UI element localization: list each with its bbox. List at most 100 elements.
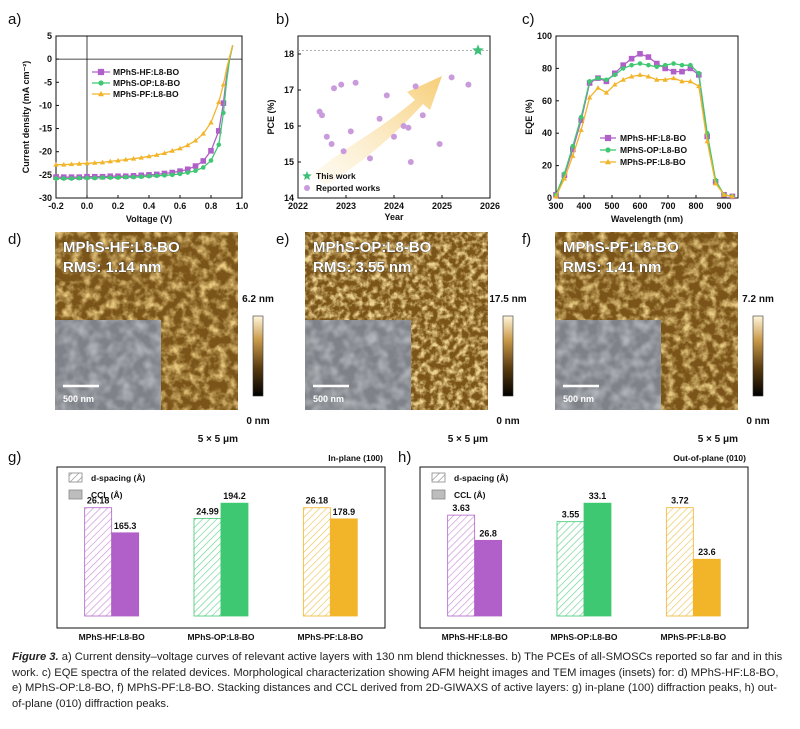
data-point (412, 83, 419, 90)
x-tick-label: 1.0 (236, 201, 249, 211)
data-point (162, 173, 167, 178)
data-point (586, 94, 593, 100)
afm-size-label: 5 × 5 μm (448, 434, 488, 445)
data-point (76, 175, 82, 181)
colorbar-min-label: 0 nm (746, 416, 769, 427)
legend-marker (98, 80, 104, 86)
bar-d-spacing (447, 514, 476, 617)
category-label: MPhS-PF:L8-BO (661, 632, 727, 642)
bar-d-spacing-label: 3.63 (452, 503, 470, 513)
data-point (670, 75, 677, 81)
scale-bar-label: 500 nm (63, 394, 94, 404)
caption-label: Figure 3. (12, 651, 59, 663)
data-point (200, 165, 206, 170)
data-point (646, 62, 651, 68)
bar-ccl (474, 539, 503, 617)
x-tick-label: 2024 (384, 201, 404, 211)
data-point (687, 78, 694, 84)
scale-bar-label: 500 nm (313, 394, 344, 404)
data-point (662, 76, 668, 82)
y-tick-label: -5 (44, 77, 52, 87)
x-tick-label: 2025 (432, 201, 452, 211)
colorbar (502, 315, 514, 397)
category-label: MPhS-OP:L8-BO (187, 632, 254, 642)
legend-label: d-spacing (Å) (454, 473, 508, 483)
bar-ccl (111, 532, 140, 617)
data-point (721, 192, 727, 197)
data-point (193, 168, 198, 173)
y-tick-label: 40 (542, 128, 552, 138)
series-line (555, 74, 733, 198)
bar-ccl (220, 502, 249, 617)
x-axis-label: Voltage (V) (126, 214, 172, 224)
trend-arrow (312, 76, 442, 185)
data-point (123, 174, 129, 180)
figure-caption: Figure 3. a) Current density–voltage cur… (12, 650, 788, 712)
data-point (130, 155, 137, 161)
data-point (704, 138, 710, 144)
colorbar-min-label: 0 nm (496, 416, 519, 427)
tem-inset-texture (305, 320, 411, 410)
afm-sample-title: MPhS-OP:L8-BO (313, 239, 432, 256)
data-point (729, 193, 736, 199)
bar-d-spacing (302, 507, 331, 617)
bar-ccl-label: 194.2 (223, 491, 246, 501)
pce-year-chart: 2022 2023 2024 2025 2026 14 15 16 17 18 Year PCE (%… (266, 35, 500, 222)
data-point (123, 156, 129, 162)
x-tick-label: 500 (604, 201, 619, 211)
data-point (472, 44, 484, 56)
data-point (76, 160, 82, 166)
x-tick-label: 0.6 (174, 201, 187, 211)
legend-label: MPhS-PF:L8-BO (113, 89, 179, 99)
data-point (696, 70, 702, 76)
series-line (555, 62, 733, 198)
y-tick-label: 0 (47, 54, 52, 64)
data-point (192, 163, 199, 169)
data-point (612, 72, 618, 78)
data-point (654, 64, 660, 70)
bar-ccl-label: 23.6 (698, 547, 716, 557)
afm-sample-title: MPhS-PF:L8-BO (563, 239, 679, 256)
x-tick-label: 0.2 (112, 201, 125, 211)
legend-marker (605, 147, 611, 153)
data-point (200, 158, 207, 164)
data-point (696, 83, 702, 89)
x-axis-label: Year (384, 212, 404, 222)
data-point (331, 85, 337, 92)
bar-d-spacing-label: 26.18 (87, 496, 110, 506)
legend-label: MPhS-HF:L8-BO (620, 133, 686, 143)
eqe-chart: 300 400 500 600 700 800 900 0 20 40 60 80 100 Wavelen… (524, 31, 739, 224)
data-point (68, 161, 75, 167)
bar-ccl (583, 502, 612, 617)
y-tick-label: 16 (284, 121, 294, 131)
data-point (679, 62, 685, 68)
data-point (169, 172, 175, 178)
data-point (578, 114, 584, 120)
data-point (637, 72, 643, 77)
legend-marker (97, 68, 105, 76)
data-point (629, 62, 634, 68)
data-point (391, 133, 397, 140)
tem-inset-texture (555, 320, 661, 410)
afm-sample-title: MPhS-HF:L8-BO (63, 239, 180, 256)
bar-d-spacing-label: 24.99 (196, 506, 219, 516)
legend-label: CCL (Å) (91, 490, 123, 500)
data-point (319, 112, 325, 119)
data-point (200, 130, 206, 136)
legend-swatch-solid (68, 489, 83, 500)
colorbar-max-label: 6.2 nm (242, 294, 274, 305)
bar-ccl (692, 558, 721, 617)
data-point (670, 68, 677, 75)
legend-swatch-hatched (431, 472, 446, 483)
data-point (604, 77, 609, 83)
chart-title: In-plane (100) (328, 453, 383, 463)
x-tick-label: 2023 (336, 201, 356, 211)
afm-panel-op: 500 nm MPhS-OP:L8-BO RMS: 3.55 nm 17.5 nm 0 … (305, 232, 527, 445)
data-point (637, 51, 643, 57)
legend-label: d-spacing (Å) (91, 473, 145, 483)
legend-marker (304, 185, 310, 191)
data-point (146, 153, 152, 159)
data-point (107, 175, 113, 180)
data-point (419, 112, 426, 119)
plot-frame (56, 466, 386, 629)
